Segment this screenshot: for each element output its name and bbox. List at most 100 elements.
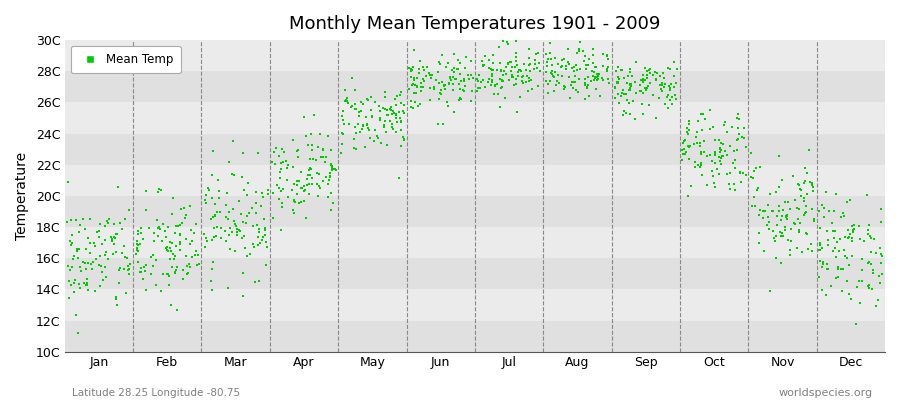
Point (352, 108, 366, 115)
Point (724, 185, 738, 192)
Point (148, 282, 163, 288)
Point (813, 225, 827, 232)
Legend: Mean Temp: Mean Temp (70, 46, 181, 73)
Point (76, 216, 91, 222)
Point (559, 63, 573, 69)
Point (220, 190, 234, 196)
Point (869, 302, 884, 309)
Point (712, 137, 726, 143)
Point (472, 78, 486, 84)
Point (495, 84, 509, 90)
Point (608, 95, 622, 101)
Point (352, 109, 366, 115)
Point (158, 228, 172, 234)
Point (435, 52, 449, 58)
Point (453, 60, 467, 66)
Bar (65, 134, 885, 165)
Point (861, 230, 876, 237)
Point (211, 177, 225, 183)
Point (206, 214, 220, 220)
Point (712, 154, 726, 160)
Point (105, 236, 120, 243)
Point (541, 90, 555, 97)
Bar (65, 196, 885, 227)
Point (508, 81, 523, 87)
Point (222, 232, 237, 238)
Point (364, 94, 378, 100)
Point (529, 51, 544, 57)
Point (221, 208, 236, 215)
Point (544, 71, 559, 78)
Point (873, 280, 887, 286)
Point (680, 129, 694, 136)
Point (448, 76, 463, 82)
Point (863, 260, 878, 267)
Point (392, 115, 407, 121)
Point (185, 254, 200, 260)
Point (791, 181, 806, 188)
Point (293, 185, 308, 192)
Point (486, 60, 500, 66)
Point (806, 206, 820, 212)
Point (580, 62, 595, 68)
Point (820, 228, 834, 235)
Point (260, 186, 274, 193)
Point (783, 252, 797, 258)
Point (625, 73, 639, 79)
Point (546, 73, 561, 79)
Point (250, 221, 265, 228)
Point (286, 206, 301, 213)
Point (875, 271, 889, 277)
Point (199, 192, 213, 199)
Point (397, 136, 411, 143)
Point (336, 117, 350, 124)
Point (643, 66, 657, 73)
Point (476, 62, 491, 69)
Point (845, 222, 859, 229)
Point (873, 206, 887, 212)
Point (348, 86, 363, 93)
Point (824, 282, 839, 289)
Point (726, 148, 741, 154)
Point (691, 118, 706, 124)
Point (199, 200, 213, 206)
Point (636, 76, 651, 82)
Point (853, 300, 868, 306)
Point (813, 240, 827, 246)
Point (815, 261, 830, 267)
Point (684, 183, 698, 189)
Point (83, 250, 97, 257)
Point (158, 233, 173, 240)
Point (642, 102, 656, 108)
Point (427, 86, 441, 92)
Point (774, 232, 788, 239)
Point (680, 131, 695, 137)
Point (797, 178, 812, 184)
Point (451, 57, 465, 63)
Point (820, 265, 834, 272)
Point (578, 96, 592, 102)
Point (62, 278, 77, 284)
Point (835, 210, 850, 217)
Point (118, 216, 132, 223)
Point (279, 158, 293, 164)
Point (870, 297, 885, 304)
Point (648, 69, 662, 76)
Point (246, 223, 260, 229)
Point (679, 149, 693, 155)
Point (836, 213, 850, 219)
Point (573, 39, 588, 45)
Point (627, 116, 642, 122)
Point (238, 245, 252, 252)
Point (176, 267, 190, 273)
Point (163, 239, 177, 245)
Point (432, 80, 446, 86)
Point (61, 178, 76, 185)
Point (312, 183, 327, 190)
Point (360, 122, 374, 128)
Point (269, 144, 284, 151)
Point (122, 266, 136, 272)
Point (462, 76, 476, 82)
Point (348, 101, 363, 107)
Point (544, 62, 559, 68)
